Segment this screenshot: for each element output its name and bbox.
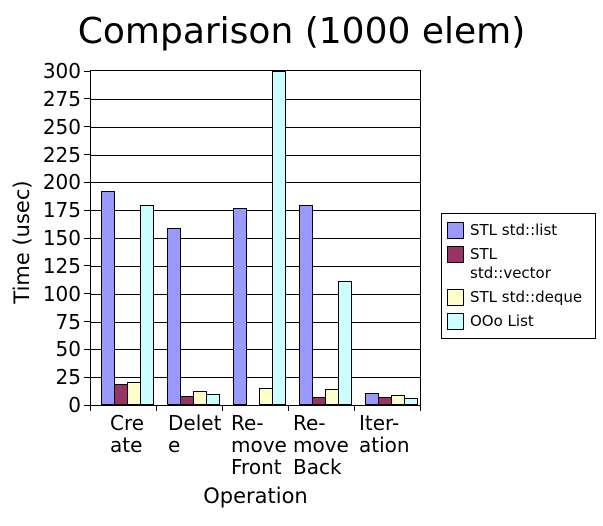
legend-swatch <box>447 289 464 306</box>
y-axis-tick <box>84 238 90 239</box>
y-axis-tick-label: 300 <box>42 59 81 83</box>
x-axis-tick <box>420 406 421 411</box>
bar <box>404 398 418 405</box>
y-axis-tick-label: 225 <box>42 143 81 167</box>
bar <box>391 395 405 405</box>
x-axis-tick-label: Cre ate <box>110 411 145 457</box>
x-axis-tick <box>222 406 223 411</box>
y-axis-tick <box>84 377 90 378</box>
bar <box>233 208 247 405</box>
plot-area <box>90 70 421 406</box>
bar <box>114 384 128 405</box>
x-axis-tick-label: Re-move Front <box>231 411 287 479</box>
bar <box>180 396 194 405</box>
gridline <box>91 322 420 323</box>
gridline <box>91 377 420 378</box>
gridline <box>91 99 420 100</box>
legend-item: STL std::list <box>447 221 590 240</box>
chart-title: Comparison (1000 elem) <box>77 11 526 52</box>
y-axis-tick-label: 150 <box>42 226 81 250</box>
y-axis-tick <box>84 71 90 72</box>
gridline <box>91 266 420 267</box>
legend-item: STL std::deque <box>447 288 590 307</box>
x-axis-tick-label: Delet e <box>168 411 222 457</box>
gridline <box>91 155 420 156</box>
legend-swatch <box>447 222 464 239</box>
gridline <box>91 210 420 211</box>
y-axis-tick <box>84 265 90 266</box>
y-axis-tick <box>84 126 90 127</box>
y-axis-tick-label: 25 <box>55 365 81 389</box>
bar <box>206 394 220 405</box>
y-axis-tick <box>84 405 90 406</box>
legend-swatch <box>447 313 464 330</box>
y-axis-tick <box>84 154 90 155</box>
bar <box>127 382 141 405</box>
bar <box>259 388 273 405</box>
y-axis-tick <box>84 182 90 183</box>
x-axis-tick <box>288 406 289 411</box>
bar <box>140 205 154 405</box>
bar <box>365 393 379 405</box>
y-axis-tick-label: 50 <box>55 337 81 361</box>
gridline <box>91 294 420 295</box>
x-axis-tick-label: Re-move Back <box>293 411 349 479</box>
x-axis-tick <box>156 406 157 411</box>
gridline <box>91 349 420 350</box>
bar <box>325 389 339 405</box>
y-axis-tick-label: 125 <box>42 254 81 278</box>
y-axis-tick <box>84 293 90 294</box>
legend-swatch <box>447 246 464 263</box>
bar <box>167 228 181 405</box>
y-axis-tick <box>84 349 90 350</box>
x-axis-tick <box>90 406 91 411</box>
bar <box>312 397 326 405</box>
legend-item: STL std::vector <box>447 245 590 283</box>
legend-label: OOo List <box>470 312 534 330</box>
x-axis-tick-label: Iter-ation <box>359 411 410 457</box>
bar <box>272 71 286 405</box>
y-axis-tick-label: 100 <box>42 282 81 306</box>
y-axis-tick-label: 0 <box>68 393 81 417</box>
y-axis-tick-label: 75 <box>55 310 81 334</box>
legend-label: STL std::vector <box>470 245 551 282</box>
y-axis-tick-label: 175 <box>42 198 81 222</box>
y-axis-tick <box>84 98 90 99</box>
bar <box>101 191 115 405</box>
legend-item: OOo List <box>447 312 590 331</box>
y-axis-tick <box>84 321 90 322</box>
gridline <box>91 182 420 183</box>
gridline <box>91 127 420 128</box>
y-axis-tick-label: 200 <box>42 170 81 194</box>
x-axis-tick <box>354 406 355 411</box>
bar <box>299 205 313 405</box>
legend-label: STL std::list <box>470 221 558 239</box>
y-axis-tick-label: 250 <box>42 115 81 139</box>
bar <box>193 391 207 405</box>
y-axis-tick-label: 275 <box>42 87 81 111</box>
gridline <box>91 238 420 239</box>
bar <box>378 397 392 405</box>
y-axis-tick <box>84 210 90 211</box>
legend-label: STL std::deque <box>470 288 583 306</box>
bar <box>338 281 352 405</box>
x-axis-title: Operation <box>203 484 308 508</box>
